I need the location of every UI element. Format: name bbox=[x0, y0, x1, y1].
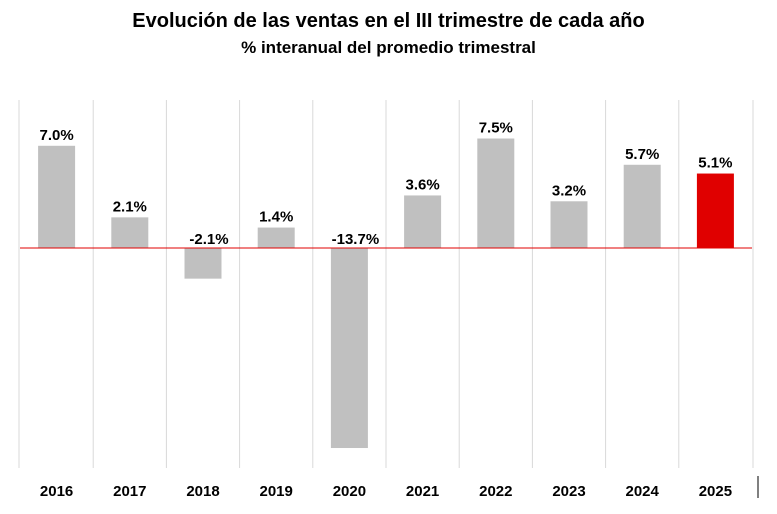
chart-title: Evolución de las ventas en el III trimes… bbox=[132, 10, 645, 32]
x-tick-label-2023: 2023 bbox=[552, 483, 585, 500]
x-tick-label-2022: 2022 bbox=[479, 483, 512, 500]
chart-subtitle: % interanual del promedio trimestral bbox=[241, 38, 536, 57]
data-label-2021: 3.6% bbox=[405, 176, 439, 193]
data-label-2018: -2.1% bbox=[189, 231, 228, 248]
x-tick-label-2017: 2017 bbox=[113, 483, 146, 500]
x-tick-label-2025: 2025 bbox=[699, 483, 732, 500]
bar-2020 bbox=[330, 248, 368, 449]
bar-2021 bbox=[404, 195, 442, 248]
data-label-2016: 7.0% bbox=[39, 127, 73, 144]
bar-2017 bbox=[111, 217, 149, 248]
data-label-2022: 7.5% bbox=[479, 120, 513, 137]
bar-2024 bbox=[623, 164, 661, 248]
data-label-2020: -13.7% bbox=[332, 231, 380, 248]
x-tick-label-2016: 2016 bbox=[40, 483, 73, 500]
x-tick-label-2020: 2020 bbox=[333, 483, 366, 500]
data-label-2025: 5.1% bbox=[698, 155, 732, 172]
data-label-2023: 3.2% bbox=[552, 182, 586, 199]
x-tick-label-2018: 2018 bbox=[186, 483, 219, 500]
x-tick-label-2021: 2021 bbox=[406, 483, 439, 500]
data-label-2024: 5.7% bbox=[625, 146, 659, 163]
bar-2022 bbox=[477, 138, 515, 248]
bar-2018 bbox=[184, 248, 222, 279]
bar-2016 bbox=[38, 145, 76, 248]
data-label-2019: 1.4% bbox=[259, 209, 293, 226]
bar-2023 bbox=[550, 201, 588, 248]
x-tick-label-2019: 2019 bbox=[260, 483, 293, 500]
x-tick-label-2024: 2024 bbox=[626, 483, 660, 500]
data-label-2017: 2.1% bbox=[113, 198, 147, 215]
bar-2025 bbox=[696, 173, 734, 248]
bar-2019 bbox=[257, 227, 295, 248]
